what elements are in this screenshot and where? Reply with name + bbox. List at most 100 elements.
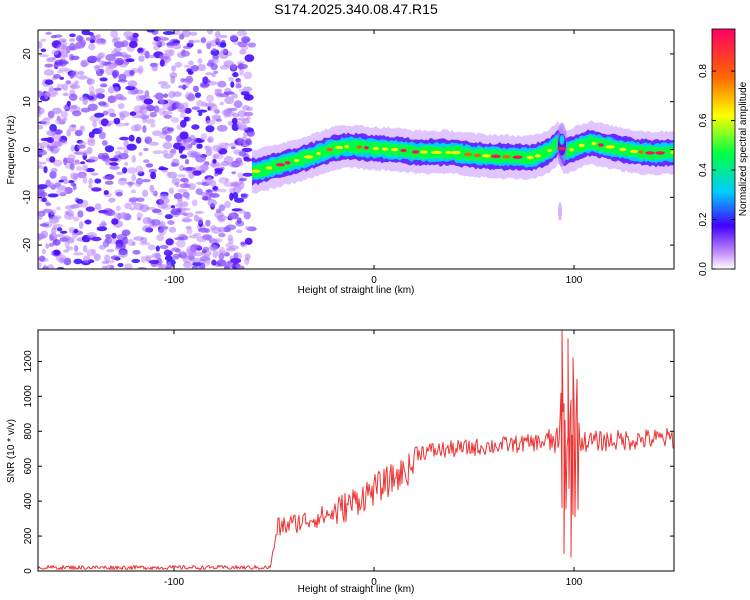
noise-blob [101,39,107,45]
noise-blob [196,100,204,107]
noise-blob [101,140,108,146]
noise-blob [121,236,129,245]
noise-blob [142,116,148,124]
noise-blob [216,92,224,98]
noise-blob [128,134,135,142]
noise-blob [214,168,224,172]
noise-blob [188,39,195,45]
noise-blob [171,177,180,186]
noise-blob [107,61,112,65]
noise-blob [246,116,251,121]
noise-blob [101,260,110,265]
noise-blob [53,249,61,256]
noise-blob [94,65,101,72]
noise-blob [165,238,174,246]
noise-blob [44,79,54,85]
noise-blob [190,65,199,72]
noise-blob [147,244,156,251]
noise-blob [194,92,202,98]
noise-blob [57,69,64,74]
noise-blob [83,150,88,157]
noise-blob [168,226,177,233]
noise-blob [76,202,83,208]
noise-blob [130,124,140,132]
noise-blob [193,232,202,237]
noise-blob [201,162,209,171]
noise-blob [159,98,165,105]
noise-blob [72,110,82,117]
ridge-hotspot [598,143,604,147]
noise-blob [236,229,243,234]
noise-blob [55,233,65,238]
noise-blob [58,38,67,43]
noise-blob [217,226,227,233]
noise-blob [218,232,226,238]
noise-blob [165,134,173,142]
noise-blob [240,194,248,200]
noise-blob [239,89,244,93]
noise-blob [212,144,222,152]
noise-blob [117,262,124,268]
noise-blob [43,92,49,100]
noise-blob [229,192,234,201]
noise-blob [174,61,183,68]
noise-blob [220,48,228,54]
noise-blob [104,234,113,239]
ridge-hotspot [344,144,349,149]
noise-blob [182,167,193,171]
noise-blob [46,130,57,136]
noise-blob [207,30,213,35]
y-tick-label: 10 [22,96,33,108]
noise-blob [38,261,42,269]
noise-blob [80,107,91,113]
noise-blob [60,110,68,118]
ridge-hotspot [645,151,655,155]
noise-blob [42,208,53,214]
noise-blob [121,40,129,48]
noise-blob [109,157,119,162]
noise-blob [38,90,43,98]
noise-blob [172,256,180,260]
noise-blob [82,164,88,172]
noise-blob [78,150,85,155]
noise-blob [138,67,143,75]
noise-blob [175,102,184,110]
noise-blob [86,232,97,239]
noise-blob [38,255,46,262]
noise-blob [142,125,147,133]
noise-blob [107,95,118,103]
noise-blob [237,41,248,48]
snr-y-ticks: 0 200 400 600 800 1000 1200 [23,350,674,574]
noise-blob [245,138,252,146]
noise-blob [38,107,45,115]
noise-blob [114,57,125,66]
noise-blob [192,170,202,176]
noise-blob [68,124,77,132]
colorbar-tick-label: 0.0 [698,262,709,276]
noise-blob [247,42,256,48]
noise-blob [214,88,223,93]
noise-blob [66,100,71,107]
noise-blob [87,103,98,112]
noise-blob [205,178,213,184]
noise-blob [170,205,176,209]
colorbar-tick-label: 0.6 [698,113,709,127]
noise-blob [53,74,61,79]
ridge-hotspot [412,150,420,154]
y-tick-label: 600 [23,457,34,474]
noise-blob [94,203,102,211]
noise-blob [98,126,103,133]
noise-blob [231,93,238,99]
noise-blob [130,199,137,205]
noise-blob [141,95,151,100]
noise-blob [158,228,167,236]
noise-blob [164,50,173,58]
noise-blob [125,58,135,63]
noise-blob [69,33,76,38]
noise-blob [62,92,69,97]
colorbar-ticks: 0.0 0.2 0.4 0.6 0.8 [698,64,735,276]
noise-blob [162,103,173,110]
ridge-hotspot [364,146,369,150]
noise-blob [171,65,176,72]
spectrogram-y-ticks: -20 -10 0 10 20 [22,48,674,252]
